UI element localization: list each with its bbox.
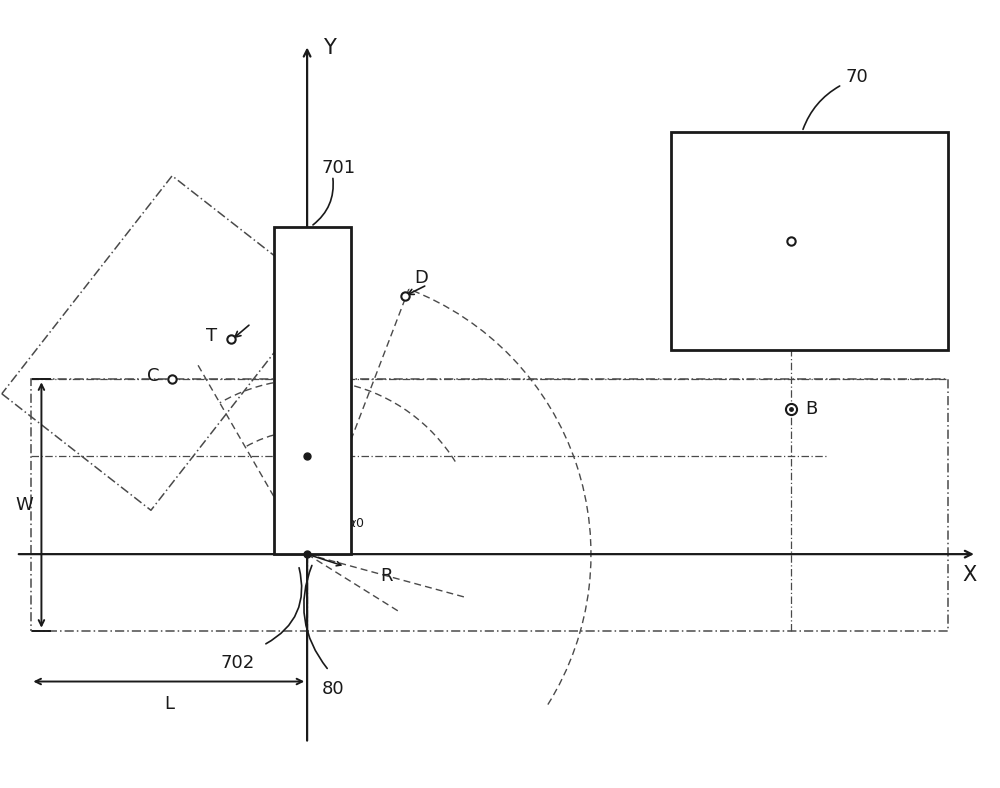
- Text: L: L: [164, 695, 174, 712]
- Text: 702: 702: [221, 654, 255, 672]
- Text: D: D: [414, 269, 428, 287]
- Text: X: X: [962, 564, 977, 585]
- Text: C: C: [147, 366, 159, 385]
- Bar: [31, 380, 948, 630]
- Text: R: R: [380, 567, 392, 585]
- Text: 70: 70: [845, 69, 868, 87]
- Bar: [274, 227, 351, 554]
- Text: Y: Y: [323, 39, 336, 58]
- Text: B: B: [806, 400, 818, 418]
- Text: 701: 701: [322, 159, 356, 177]
- Text: $\beta$: $\beta$: [320, 399, 331, 418]
- Text: T: T: [206, 327, 218, 345]
- Text: P: P: [316, 443, 327, 461]
- Text: $\alpha$0: $\alpha$0: [347, 517, 365, 530]
- Text: W: W: [15, 496, 33, 514]
- Bar: [671, 132, 948, 351]
- Text: $\alpha$: $\alpha$: [323, 429, 335, 444]
- Text: 80: 80: [321, 680, 344, 698]
- Text: A: A: [804, 232, 817, 250]
